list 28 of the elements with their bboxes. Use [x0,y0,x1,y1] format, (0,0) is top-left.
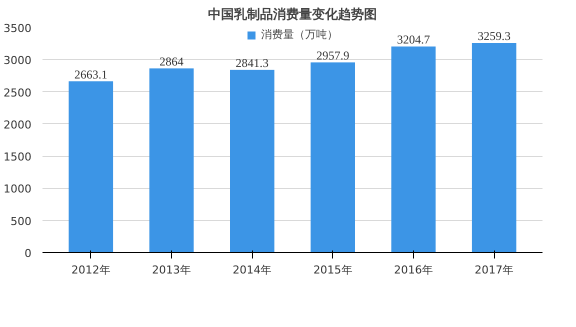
bar [230,70,274,252]
data-label: 3259.3 [478,28,511,43]
y-tick-label: 1000 [4,182,32,196]
bar [472,42,516,252]
bar [310,62,355,252]
y-tick-label: 2000 [4,118,32,132]
chart-title: 中国乳制品消费量变化趋势图 [208,6,377,22]
data-label: 2957.9 [316,48,350,62]
bar [68,81,114,252]
bar [149,68,194,252]
y-tick-label: 500 [10,214,32,228]
x-tick-label: 2016年 [394,264,433,276]
y-tick-label: 1500 [4,150,32,164]
data-label: 2841.3 [236,56,269,70]
x-tick-label: 2014年 [232,264,272,276]
y-tick-label: 2500 [4,86,32,100]
data-label: 2663.1 [74,67,108,82]
x-tick-label: 2012年 [71,264,110,276]
y-tick-label: 3000 [4,54,32,68]
y-tick-label: 0 [24,247,32,260]
legend-label: 消费量（万吨） [261,27,338,42]
data-label: 2864 [160,54,184,68]
y-tick-label: 3500 [4,22,32,35]
x-tick-label: 2017年 [474,264,514,276]
bar [391,46,436,252]
x-tick-label: 2015年 [313,264,352,276]
x-tick-label: 2013年 [152,264,192,276]
data-label: 3204.7 [396,32,430,46]
